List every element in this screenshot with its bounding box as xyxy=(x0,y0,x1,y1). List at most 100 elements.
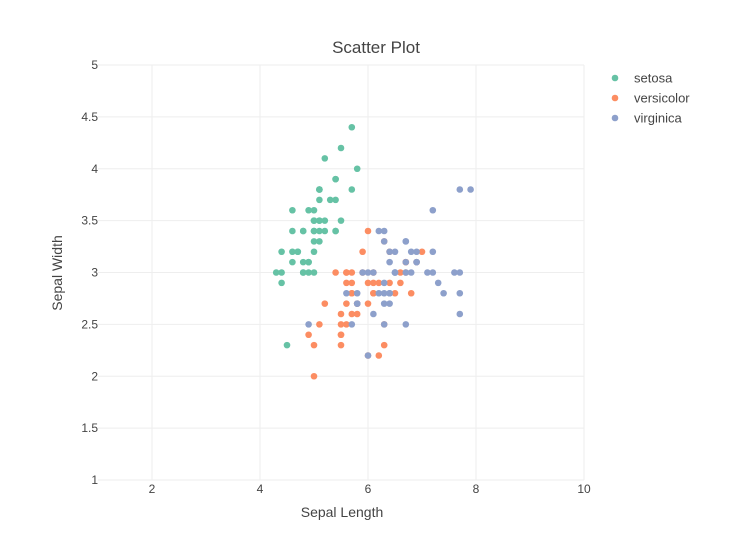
data-point[interactable] xyxy=(386,258,393,266)
data-point[interactable] xyxy=(278,279,285,287)
data-point[interactable] xyxy=(370,310,377,318)
data-point[interactable] xyxy=(380,227,388,235)
data-point[interactable] xyxy=(348,310,356,318)
data-point[interactable] xyxy=(402,269,410,276)
data-point[interactable] xyxy=(272,269,280,276)
data-point[interactable] xyxy=(310,206,318,214)
data-point[interactable] xyxy=(310,372,318,380)
data-point[interactable] xyxy=(413,248,420,256)
data-point[interactable] xyxy=(353,165,361,173)
data-point[interactable] xyxy=(299,269,307,276)
data-point[interactable] xyxy=(348,269,356,276)
data-point[interactable] xyxy=(380,300,388,307)
data-point[interactable] xyxy=(337,144,345,152)
data-point[interactable] xyxy=(305,269,312,276)
data-point[interactable] xyxy=(316,217,323,224)
data-point[interactable] xyxy=(456,310,464,318)
data-point[interactable] xyxy=(359,269,366,276)
data-point[interactable] xyxy=(407,289,415,297)
data-point[interactable] xyxy=(380,341,388,349)
data-point[interactable] xyxy=(289,227,296,235)
data-point[interactable] xyxy=(380,238,388,245)
data-point[interactable] xyxy=(391,289,399,297)
data-point[interactable] xyxy=(375,227,383,235)
data-point[interactable] xyxy=(413,258,420,266)
data-point[interactable] xyxy=(337,310,345,318)
data-point[interactable] xyxy=(434,279,442,287)
data-point[interactable] xyxy=(337,341,345,349)
data-points[interactable] xyxy=(272,123,474,380)
data-point[interactable] xyxy=(348,186,356,193)
data-point[interactable] xyxy=(456,269,464,276)
data-point[interactable] xyxy=(321,300,329,307)
series-virginica[interactable] xyxy=(305,186,474,359)
data-point[interactable] xyxy=(375,279,383,287)
data-point[interactable] xyxy=(456,289,464,297)
data-point[interactable] xyxy=(364,269,372,276)
data-point[interactable] xyxy=(343,269,350,276)
data-point[interactable] xyxy=(402,238,410,245)
data-point[interactable] xyxy=(289,206,296,214)
data-point[interactable] xyxy=(397,279,404,287)
data-point[interactable] xyxy=(316,186,323,193)
data-point[interactable] xyxy=(305,206,312,214)
data-point[interactable] xyxy=(316,238,323,245)
data-point[interactable] xyxy=(380,289,388,297)
data-point[interactable] xyxy=(310,248,318,256)
data-point[interactable] xyxy=(386,289,393,297)
data-point[interactable] xyxy=(343,279,350,287)
data-point[interactable] xyxy=(310,341,318,349)
data-point[interactable] xyxy=(321,217,329,224)
data-point[interactable] xyxy=(316,196,323,204)
data-point[interactable] xyxy=(375,289,383,297)
data-point[interactable] xyxy=(326,196,334,204)
data-point[interactable] xyxy=(299,258,307,266)
data-point[interactable] xyxy=(402,321,410,328)
data-point[interactable] xyxy=(397,269,404,276)
data-point[interactable] xyxy=(370,279,377,287)
data-point[interactable] xyxy=(359,248,366,256)
data-point[interactable] xyxy=(375,352,383,359)
data-point[interactable] xyxy=(343,300,350,307)
data-point[interactable] xyxy=(310,238,318,245)
data-point[interactable] xyxy=(402,258,410,266)
data-point[interactable] xyxy=(278,248,285,256)
data-point[interactable] xyxy=(386,279,393,287)
data-point[interactable] xyxy=(467,186,474,193)
data-point[interactable] xyxy=(289,248,296,256)
data-point[interactable] xyxy=(380,279,388,287)
data-point[interactable] xyxy=(332,227,339,235)
data-point[interactable] xyxy=(348,123,356,131)
data-point[interactable] xyxy=(364,352,372,359)
data-point[interactable] xyxy=(310,269,318,276)
legend-item-versicolor[interactable]: versicolor xyxy=(611,91,691,106)
data-point[interactable] xyxy=(316,321,323,328)
data-point[interactable] xyxy=(353,310,361,318)
data-point[interactable] xyxy=(353,300,361,307)
data-point[interactable] xyxy=(310,227,318,235)
data-point[interactable] xyxy=(321,227,329,235)
data-point[interactable] xyxy=(386,300,393,307)
data-point[interactable] xyxy=(343,321,350,328)
data-point[interactable] xyxy=(364,300,372,307)
data-point[interactable] xyxy=(305,258,312,266)
legend-item-setosa[interactable]: setosa xyxy=(611,71,673,86)
data-point[interactable] xyxy=(418,248,426,256)
data-point[interactable] xyxy=(407,269,415,276)
data-point[interactable] xyxy=(299,227,307,235)
data-point[interactable] xyxy=(332,175,339,183)
data-point[interactable] xyxy=(337,217,345,224)
data-point[interactable] xyxy=(386,248,393,256)
data-point[interactable] xyxy=(429,269,437,276)
data-point[interactable] xyxy=(429,248,437,256)
data-point[interactable] xyxy=(370,269,377,276)
data-point[interactable] xyxy=(380,321,388,328)
data-point[interactable] xyxy=(440,289,447,297)
data-point[interactable] xyxy=(289,258,296,266)
data-point[interactable] xyxy=(321,155,329,162)
data-point[interactable] xyxy=(451,269,458,276)
data-point[interactable] xyxy=(407,248,415,256)
data-point[interactable] xyxy=(305,321,312,328)
data-point[interactable] xyxy=(343,289,350,297)
data-point[interactable] xyxy=(278,269,285,276)
